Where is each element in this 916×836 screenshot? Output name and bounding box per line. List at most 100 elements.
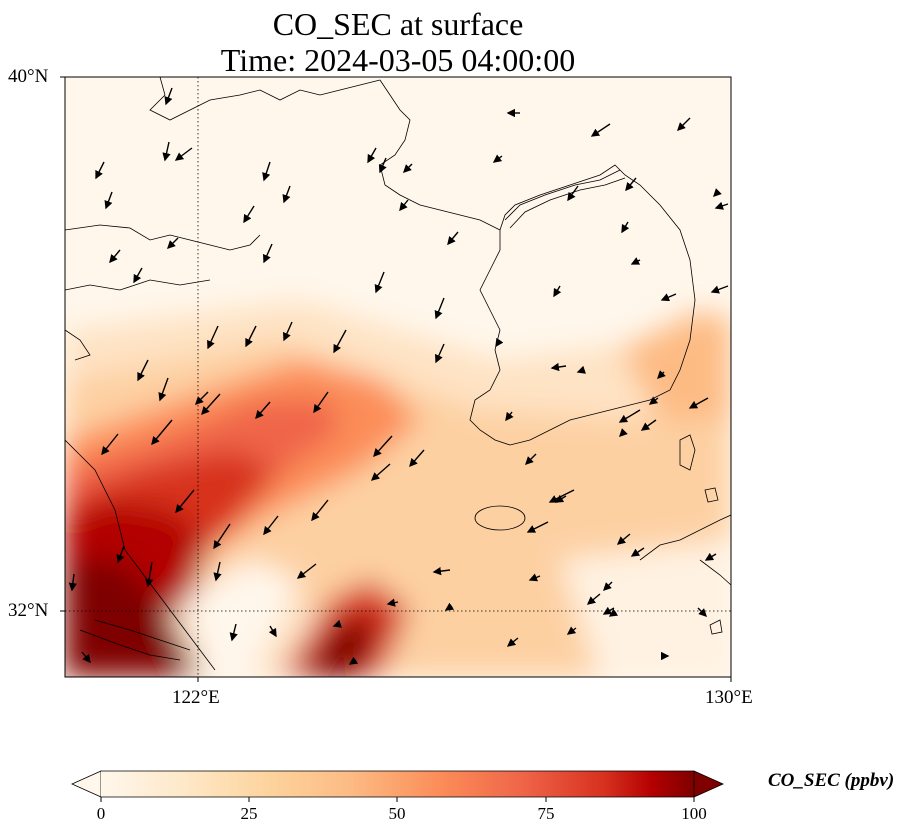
concentration-field [65,77,731,677]
wind-arrow [432,566,451,576]
wind-vectors [68,87,729,665]
wind-arrow [576,365,586,374]
wind-arrow [145,561,154,588]
wind-arrow [567,185,579,202]
wind-arrow [492,154,503,163]
wind-arrow [603,581,613,591]
wind-arrow [137,359,149,382]
wind-arrow [403,163,413,173]
wind-arrow [333,329,347,354]
colorbar-gradient [101,771,694,797]
wind-arrow [296,563,317,579]
wind-arrow [373,435,393,458]
wind-arrow [164,87,173,106]
wind-arrow [213,523,231,550]
colorbar-tick-label: 50 [388,804,406,823]
wind-arrow [311,499,329,522]
wind-arrow [495,337,504,348]
wind-arrow [713,188,722,197]
wind-arrow [109,249,121,264]
wind-arrow [370,463,391,481]
wind-arrow [374,271,385,294]
wind-arrow [133,267,143,284]
wind-arrow [525,453,537,465]
wind-arrow [648,396,659,405]
colorbar-extend-max [693,770,724,798]
wind-arrow [625,177,637,192]
wind-arrow [444,602,455,611]
wind-arrow [630,547,645,557]
wind-arrow [697,607,707,617]
wind-arrow [332,619,342,628]
wind-arrow [616,533,631,545]
wind-arrow [101,433,119,456]
lon-tick-label: 122°E [172,687,220,708]
wind-arrow [630,257,641,265]
wind-arrow [151,419,173,446]
wind-arrow [553,285,562,298]
plot-title: CO_SEC at surface [272,6,524,42]
wind-arrow [283,321,293,342]
wind-arrow [282,185,291,204]
wind-arrow [201,393,221,416]
wind-arrow [660,293,677,302]
wind-arrow [262,161,271,182]
wind-arrow [255,401,271,420]
wind-arrow [566,626,577,635]
colorbar-tick-label: 25 [240,804,258,823]
wind-arrow [550,362,567,372]
colorbar-tick-label: 75 [537,804,555,823]
wind-arrow [710,285,729,294]
wind-arrow [167,237,179,249]
wind-arrow [207,325,219,350]
wind-arrow [104,191,113,210]
wind-arrow [213,561,222,582]
wind-arrow [621,221,630,234]
wind-arrow [313,391,329,414]
wind-arrow [348,656,359,665]
colorbar-label: CO_SEC (ppbv) [768,770,895,791]
wind-arrow [268,625,277,638]
lat-tick-label: 40°N [8,66,49,87]
wind-arrow [162,141,171,162]
lat-tick-label: 32°N [8,600,49,621]
wind-arrow [386,598,399,607]
wind-arrow [526,521,549,533]
wind-arrow [399,199,409,212]
wind-arrow [434,297,445,320]
wind-arrow [95,161,105,180]
gridlines [65,77,731,677]
wind-arrow [590,123,611,137]
wind-arrow [714,201,729,210]
wind-arrow [506,637,519,647]
wind-arrow [229,623,238,642]
wind-arrow [618,409,641,423]
wind-arrow [447,231,459,246]
wind-arrow [586,593,601,605]
wind-arrow [677,117,691,131]
wind-arrow [608,608,619,617]
wind-arrow [528,573,541,582]
colorbar-extend-min [71,770,102,798]
axis-ticks [60,76,732,682]
wind-arrow [158,377,169,402]
wind-arrow [245,325,257,348]
wind-arrow [704,552,717,561]
wind-arrow [174,147,193,161]
wind-arrow [640,419,657,431]
wind-arrow [81,651,91,664]
wind-arrow [175,489,195,514]
wind-arrow [367,147,377,164]
wind-arrow [116,545,125,564]
colorbar-tick-label: 0 [96,804,106,823]
wind-arrow [505,411,514,422]
wind-arrow [263,515,279,536]
map-frame [64,76,732,678]
wind-arrow [657,370,666,379]
wind-arrow [435,343,445,364]
wind-arrow [409,449,425,468]
colorbar-tick-label: 100 [681,804,707,823]
lon-tick-label: 130°E [705,687,753,708]
